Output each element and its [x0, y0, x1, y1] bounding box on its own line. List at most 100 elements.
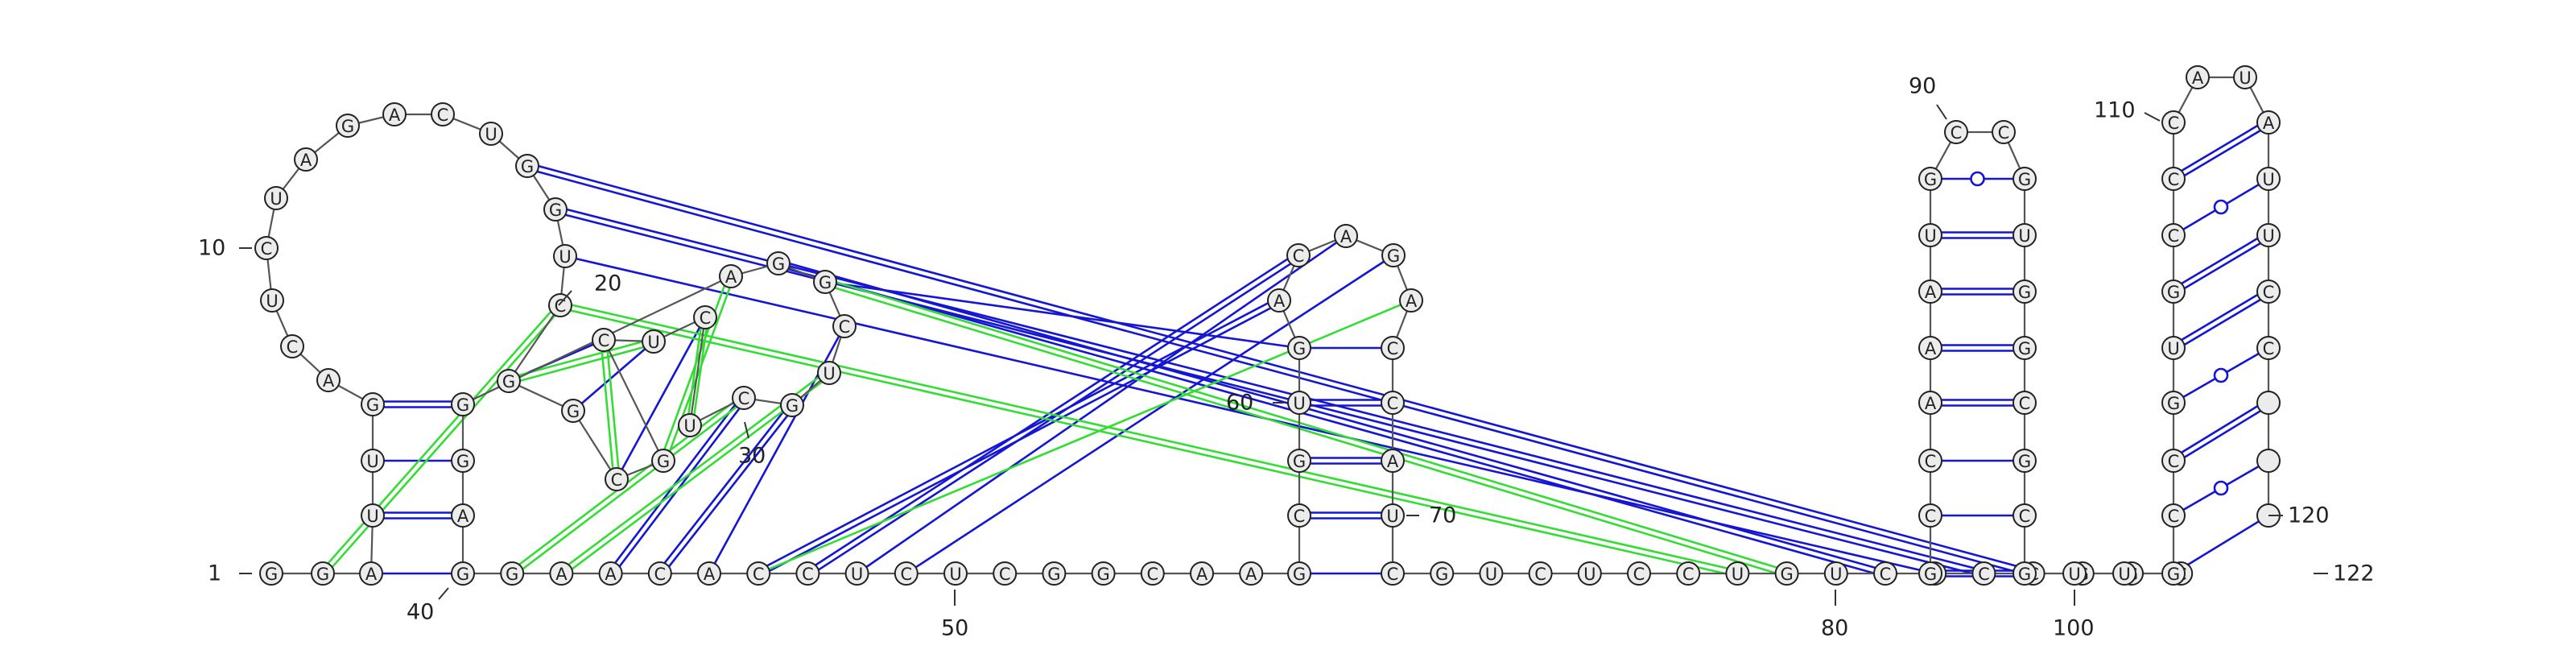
nucleotide-letter: G [341, 117, 354, 136]
nucleotide-circle [605, 467, 629, 491]
nucleotide-circle [2256, 279, 2281, 304]
nucleotide: C [1627, 561, 1651, 586]
nucleotide-circle [732, 386, 756, 410]
nucleotide: G [361, 392, 385, 416]
nucleotide-letter: A [1406, 292, 1418, 311]
nucleotide: C [2161, 503, 2186, 528]
nucleotide-letter: C [900, 565, 912, 584]
nucleotide-letter: A [2192, 68, 2204, 88]
nucleotide: C [894, 561, 919, 586]
nucleotide: U [2256, 167, 2281, 191]
nucleotide-circle [1287, 503, 1311, 528]
gu-wobble-marker [2213, 199, 2229, 215]
base-pair-local [572, 341, 654, 412]
pseudoknot-pair [659, 275, 729, 461]
number-tick-30 [744, 421, 749, 439]
nucleotide-letter: G [1924, 565, 1937, 584]
nucleotide-circle [1287, 391, 1311, 415]
nucleotide: C [1676, 561, 1701, 586]
nucleotide: U [2062, 561, 2087, 586]
nucleotide: A [2186, 65, 2210, 89]
nucleotide: G [1918, 167, 1942, 191]
number-label-70: 70 [1429, 503, 1456, 528]
nucleotide: U [479, 122, 503, 146]
pseudoknot-pair [320, 302, 559, 573]
nucleotide-circle [497, 369, 521, 393]
nucleotide-circle [1971, 561, 1996, 586]
nucleotide-letter: U [2018, 226, 2030, 246]
nucleotide [2256, 449, 2281, 473]
backbone-layer [265, 76, 2270, 575]
nucleotide: C [1992, 120, 2016, 144]
nucleotide-letter: C [2168, 114, 2180, 133]
nucleotide-circle [316, 368, 341, 392]
number-label-50: 50 [941, 616, 968, 641]
nucleotide: C [548, 293, 572, 317]
nucleotide-letter: C [1633, 565, 1645, 584]
nucleotide: C [1381, 336, 1405, 360]
backbone-path [265, 76, 2270, 575]
nucleotide: U [817, 361, 841, 385]
nucleotide-letter: A [725, 267, 737, 287]
nucleotide-circle [813, 270, 837, 294]
nucleotide: A [719, 264, 743, 288]
nucleotide-letter: U [683, 416, 696, 436]
nucleotide-circle [280, 334, 304, 358]
nucleotide: C [1286, 243, 1311, 267]
nucleotide: A [1918, 391, 1942, 415]
base-pair-long-range [554, 211, 1984, 578]
nucleotide-circle [894, 561, 919, 586]
nucleotide-letter: G [2018, 170, 2031, 189]
nucleotide-circle [1577, 561, 1602, 586]
pseudoknot-pair [665, 276, 735, 462]
nucleotide-circle [2062, 561, 2087, 586]
nucleotide: A [1381, 449, 1405, 473]
base-pair-long-range [657, 403, 791, 573]
nucleotide: G [1381, 243, 1406, 267]
nucleotide-letter: C [1880, 565, 1892, 584]
number-label-1: 1 [208, 561, 221, 586]
nucleotide: C [1140, 561, 1165, 586]
gu-wobble-marker [1970, 171, 1985, 187]
nucleotide: C [1918, 503, 1942, 528]
nucleotide-circle [592, 328, 616, 352]
nucleotide-circle [2112, 561, 2136, 586]
nucleotide-letter: C [839, 317, 851, 337]
nucleotide-letter: C [1951, 123, 1963, 143]
nucleotide-circle [1676, 561, 1701, 586]
nucleotide: G [766, 251, 791, 275]
nucleotide-letter: C [738, 389, 750, 408]
base-pair-long-range [661, 406, 795, 576]
nucleotide-circle [361, 503, 385, 528]
nucleotide-letter: U [1583, 565, 1596, 584]
nucleotide: C [254, 236, 279, 260]
nucleotide: U [1725, 561, 1750, 586]
nucleotide-letter: C [1534, 565, 1546, 584]
number-tick-110 [2144, 112, 2161, 122]
nucleotide-letter: G [1096, 565, 1109, 584]
nucleotide: G [2161, 561, 2186, 586]
base-pair-hairpin3 [2171, 118, 2268, 178]
nucleotide-circle [642, 329, 666, 354]
nucleotide: A [359, 561, 383, 586]
base-pair-hairpin3 [2171, 288, 2268, 347]
nucleotide: A [316, 368, 341, 392]
nucleotide: G [2161, 279, 2186, 304]
nucleotide-letter: U [2068, 565, 2080, 584]
nucleotide-letter: G [265, 565, 278, 584]
nucleotide: U [642, 329, 666, 354]
nucleotide-circle [294, 147, 318, 172]
nucleotide: U [2112, 561, 2136, 586]
nucleotide-circle [1287, 449, 1311, 473]
nucleotide-circle [598, 561, 623, 586]
nucleotide-circle [2256, 110, 2281, 135]
nucleotide-circle [1190, 561, 1214, 586]
nucleotide: G [515, 154, 539, 178]
nucleotide-letter: G [506, 565, 518, 584]
number-label-90: 90 [1909, 74, 1936, 99]
nucleotide: C [592, 328, 616, 352]
nucleotide-letter: C [1294, 507, 1306, 526]
nucleotide: U [2013, 223, 2037, 247]
nucleotide: A [1239, 561, 1264, 586]
number-label-10: 10 [198, 236, 225, 261]
